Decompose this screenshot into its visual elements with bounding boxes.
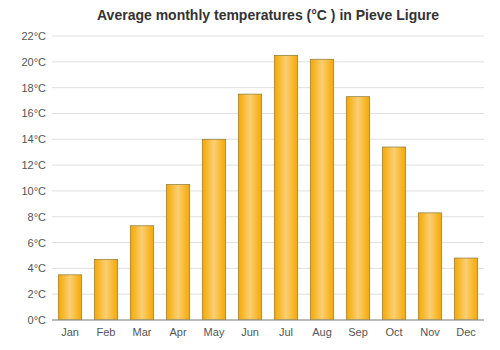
grid-line <box>52 61 484 62</box>
grid-line <box>52 165 484 166</box>
x-tick-label: Oct <box>385 326 402 338</box>
title: Average monthly temperatures (°C ) in Pi… <box>97 7 439 23</box>
x-tick-label: Feb <box>97 326 116 338</box>
chart-container: Average monthly temperatures (°C ) in Pi… <box>0 0 500 350</box>
grid-line <box>52 36 484 37</box>
bar <box>130 226 153 320</box>
bar <box>310 59 333 320</box>
y-tick-label: 2°C <box>28 288 47 300</box>
x-tick-label: May <box>204 326 225 338</box>
y-axis: 0°C 2°C 4°C 6°C 8°C 10°C 12°C 14°C 16°C 18°C 20°C 2… <box>21 30 46 326</box>
x-axis: Jan Feb Mar Apr May Jun Jul Aug Sep Oct Nov Dec <box>52 320 484 338</box>
y-tick-label: 18°C <box>21 82 46 94</box>
y-tick-label: 10°C <box>21 185 46 197</box>
grid-line <box>52 113 484 114</box>
bar <box>382 147 405 320</box>
grid-line <box>52 87 484 88</box>
x-tick-label: Jun <box>241 326 259 338</box>
x-tick-label: Jul <box>279 326 293 338</box>
bar <box>58 275 81 320</box>
grid-line <box>52 320 484 321</box>
grid <box>52 36 484 320</box>
x-tick-label: Sep <box>348 326 368 338</box>
x-tick-label: Jan <box>61 326 79 338</box>
x-tick-label: Aug <box>312 326 332 338</box>
x-tick-label: Nov <box>420 326 440 338</box>
y-tick-label: 20°C <box>21 56 46 68</box>
x-tick-label: Mar <box>133 326 152 338</box>
y-tick-label: 22°C <box>21 30 46 42</box>
bar <box>94 259 117 320</box>
y-tick-label: 6°C <box>28 237 47 249</box>
y-tick-label: 4°C <box>28 262 47 274</box>
bar <box>166 184 189 320</box>
x-axis-line <box>52 320 484 321</box>
bar <box>418 213 441 320</box>
y-tick-label: 16°C <box>21 107 46 119</box>
bar <box>202 139 225 320</box>
y-tick-label: 8°C <box>28 211 47 223</box>
x-tick-label: Dec <box>456 326 476 338</box>
y-tick-label: 0°C <box>28 314 47 326</box>
x-tick-label: Apr <box>169 326 186 338</box>
bar <box>346 97 369 320</box>
y-tick-label: 14°C <box>21 133 46 145</box>
bar <box>238 94 261 320</box>
bar <box>454 258 477 320</box>
grid-line <box>52 190 484 191</box>
bars <box>58 55 477 320</box>
chart-svg: Average monthly temperatures (°C ) in Pi… <box>0 0 500 350</box>
bar <box>274 55 297 320</box>
grid-line <box>52 139 484 140</box>
y-tick-label: 12°C <box>21 159 46 171</box>
